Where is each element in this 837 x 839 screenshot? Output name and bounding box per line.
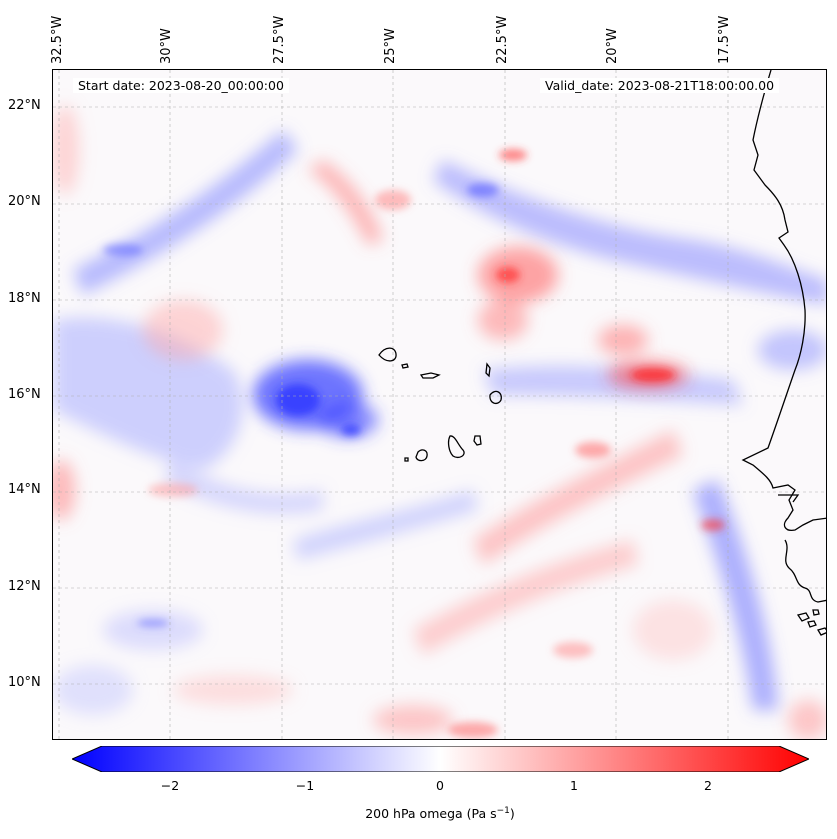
map-panel[interactable] [52,69,827,740]
cbar-tick-1: 1 [570,778,578,793]
lat-label-16n: 16°N [8,387,41,402]
gambia-inlet [778,494,800,503]
island-santo-antao [378,347,397,362]
lon-label-30w: 30°W [159,28,174,64]
gridlines [53,70,826,739]
colorbar-body [72,746,809,772]
island-boa-vista [489,390,502,405]
lon-label-32-5w: 32.5°W [50,15,65,64]
africa-coastline [741,70,826,531]
cbar-tick-2: 2 [704,778,712,793]
island-sao-nicolau [419,372,441,379]
cape-verde-islands [378,347,502,462]
valid-date-label: Valid_date: 2023-08-21T18:00:00.00 [540,78,780,93]
start-date-label: Start date: 2023-08-20_00:00:00 [73,78,289,93]
lat-label-18n: 18°N [8,291,41,306]
island-sal [485,362,491,378]
coastlines [741,70,826,636]
lat-label-10n: 10°N [8,675,41,690]
lat-label-14n: 14°N [8,482,41,497]
lat-label-20n: 20°N [8,194,41,209]
colorbar [72,746,809,772]
small-scale-detail [103,149,725,738]
island-fogo [415,449,428,462]
red-anomalies [53,105,826,739]
red-streaks-north [308,160,383,245]
blue-band-north-west [73,130,298,295]
lon-label-17-5w: 17.5°W [717,15,732,64]
island-maio [473,435,482,446]
lon-label-22-5w: 22.5°W [495,15,510,64]
island-sao-vicente [401,363,409,369]
blue-band-east-coast [693,480,778,710]
cbar-tick-minus1: −1 [295,778,315,793]
cbar-tick-minus2: −2 [160,778,180,793]
lon-label-20w: 20°W [605,28,620,64]
lon-label-25w: 25°W [383,28,398,64]
guinea-bissau-coast [784,539,826,603]
island-santiago [447,435,465,459]
bissagos-islands [796,609,820,628]
red-band-south [473,430,683,565]
lat-label-22n: 22°N [8,98,41,113]
lat-label-12n: 12°N [8,579,41,594]
cbar-tick-0: 0 [436,778,444,793]
colorbar-title: 200 hPa omega (Pa s−1) [365,806,515,822]
omega-field-map [53,70,826,739]
blue-anomalies [53,130,826,715]
lon-label-27-5w: 27.5°W [272,15,287,64]
island-brava [404,457,409,462]
